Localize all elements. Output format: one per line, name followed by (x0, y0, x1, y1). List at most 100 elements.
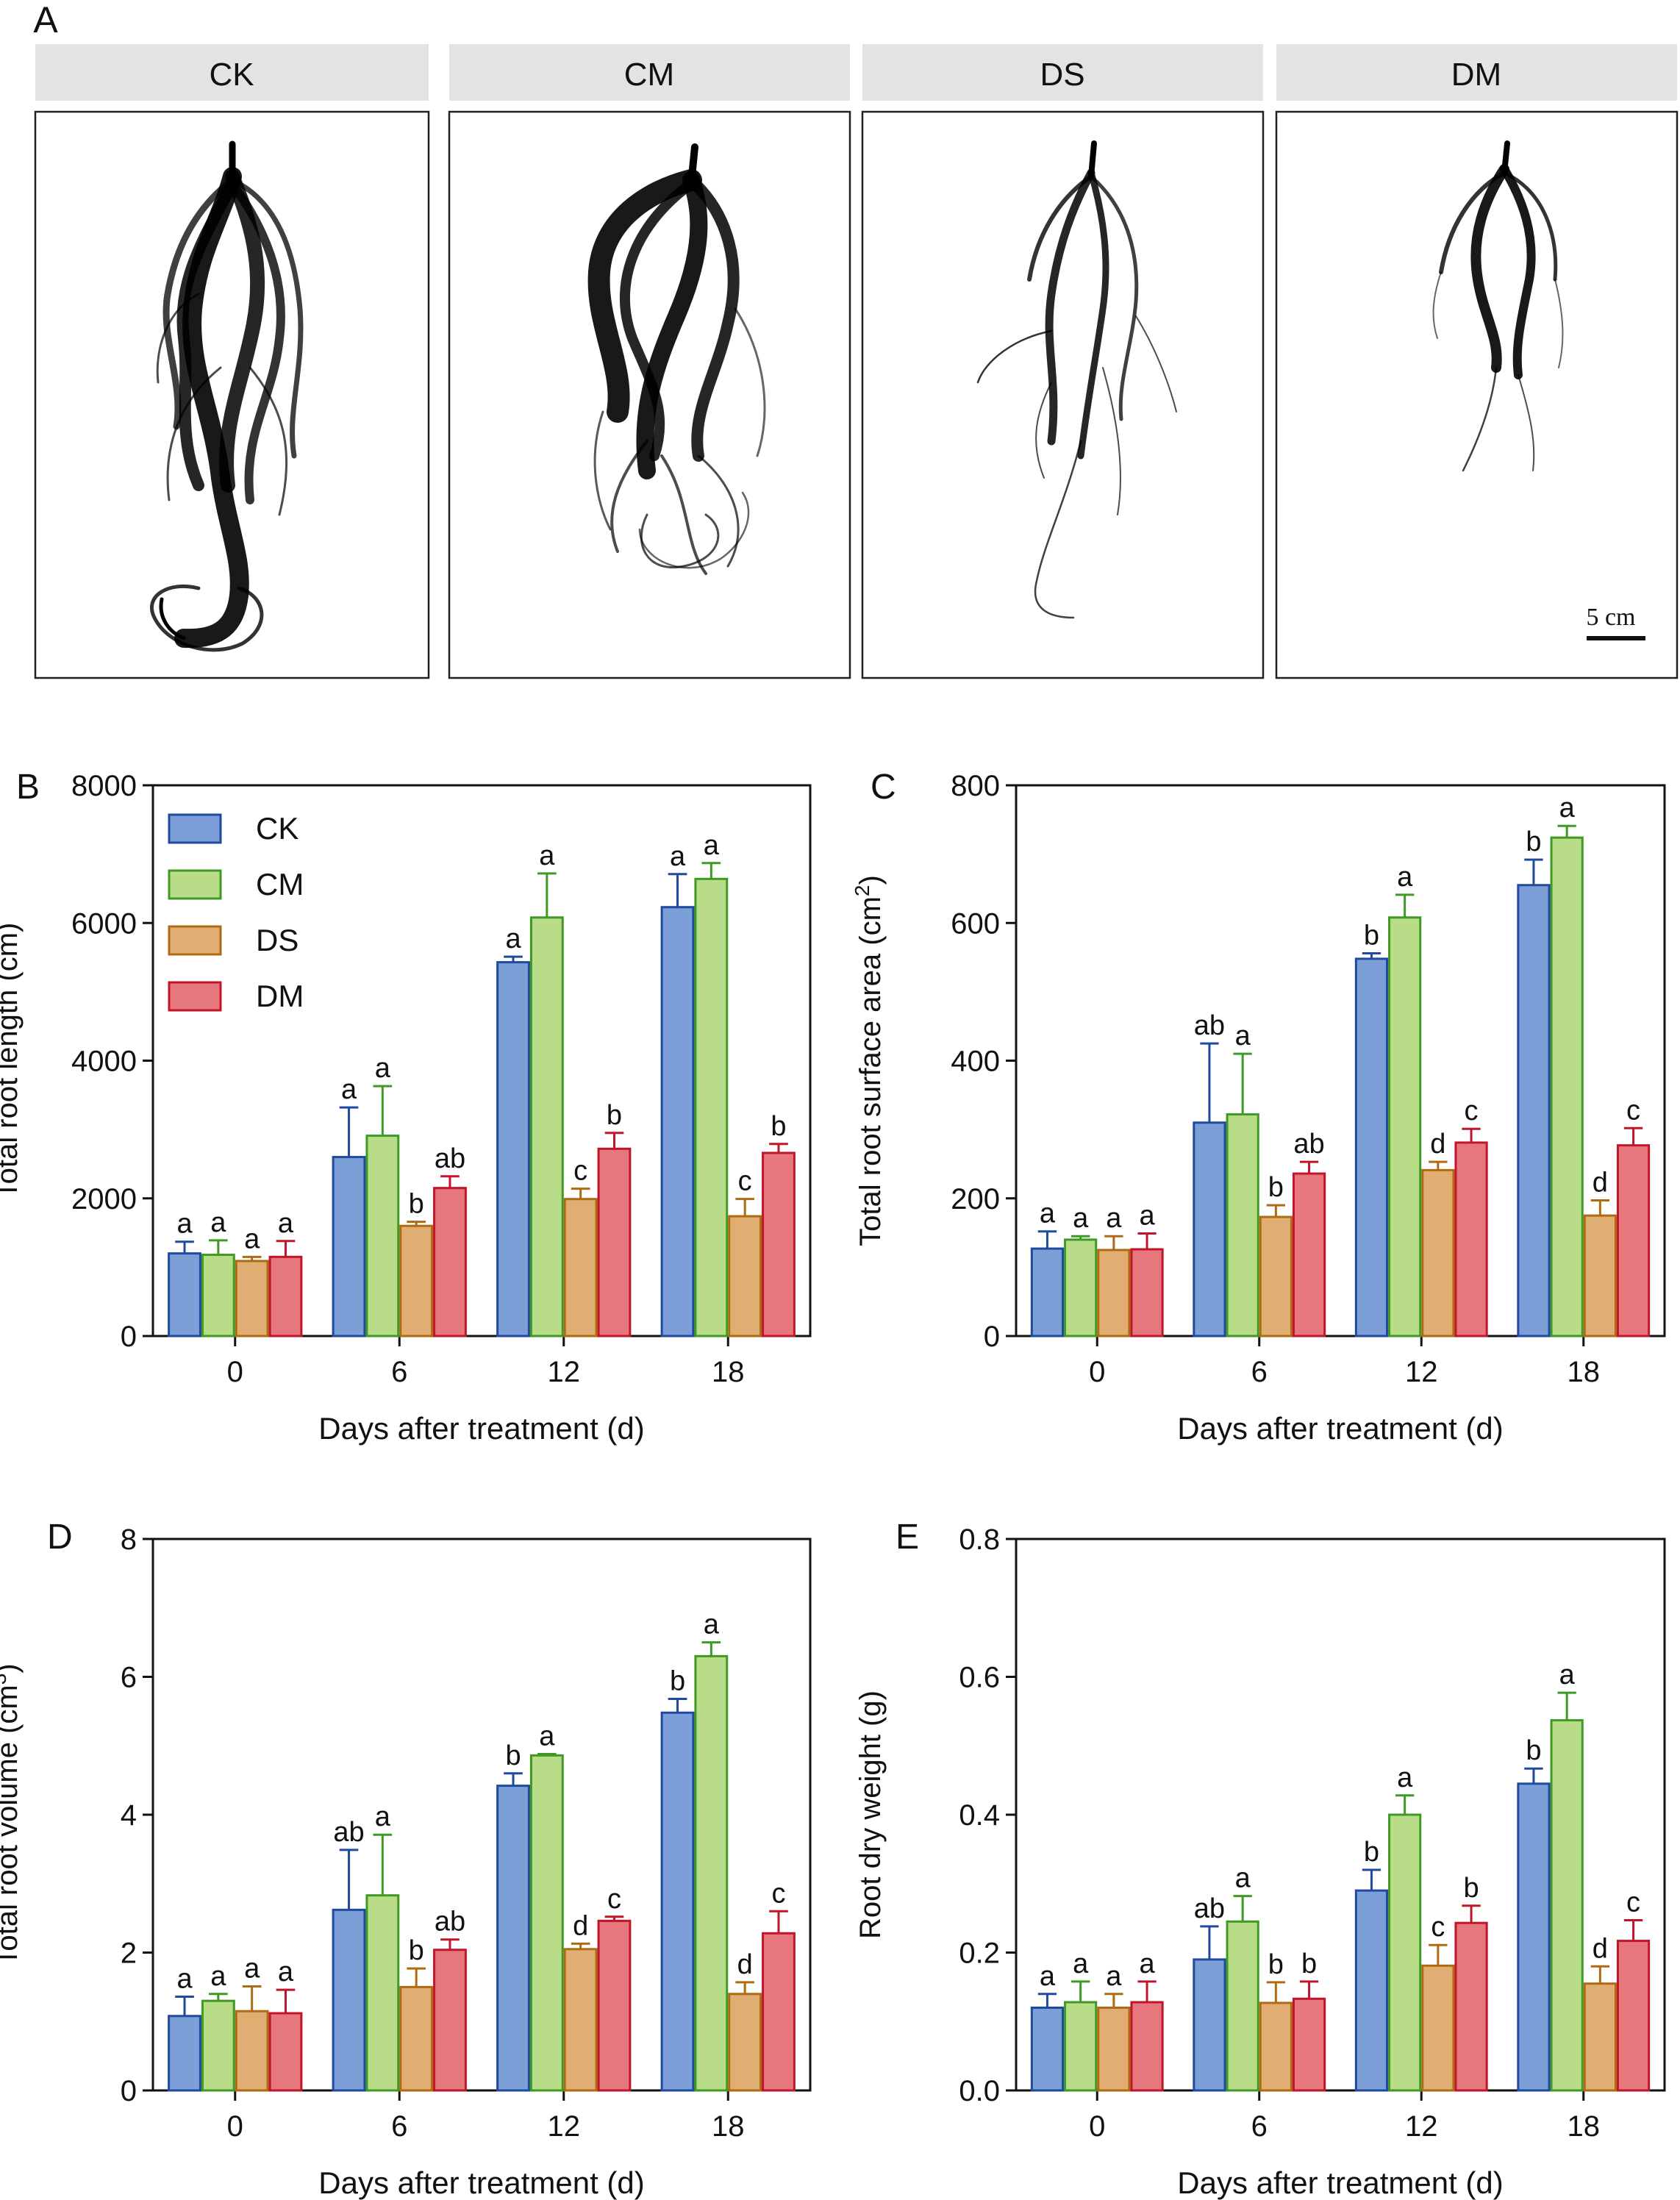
x-tick-label: 0 (227, 2110, 243, 2143)
significance-letter: a (1559, 1660, 1576, 1690)
significance-letter: a (1139, 1949, 1155, 1979)
significance-letter: c (1465, 1096, 1479, 1126)
bar-ck-day-6 (1193, 1121, 1226, 1338)
x-axis-label: Days after treatment (d) (318, 2165, 644, 2200)
y-tick-label: 6 (121, 1662, 137, 1694)
y-axis-label-end: ) (0, 1663, 24, 1673)
y-tick-label: 800 (951, 770, 1000, 802)
bar-ck-day-0 (1030, 1247, 1065, 1338)
x-tick-label: 0 (227, 1356, 243, 1388)
bar-ck-day-0 (1030, 2007, 1065, 2092)
y-axis-label: Total root length (cm) (0, 923, 24, 1199)
x-tick-label: 18 (712, 1356, 745, 1388)
panel-b-label: B (16, 768, 40, 807)
header-bg-ck (35, 44, 429, 101)
significance-letter: a (176, 1964, 193, 1995)
significance-letter: a (375, 1801, 391, 1832)
significance-letter: b (1364, 1837, 1379, 1868)
bar-cm-day-6 (365, 1894, 400, 2092)
chart-total-root-length: 0 2000 4000 6000 8000 Total root length (cm) 0… (0, 770, 812, 1446)
y-axis-label: Total root surface area (cm2) (851, 875, 887, 1246)
significance-letter: b (1301, 1949, 1317, 1979)
significance-letter: ab (1194, 1893, 1225, 1924)
root-scan-cm (587, 143, 766, 575)
bar-cm-day-0 (1064, 2001, 1098, 2092)
bar-ds-day-18 (1583, 1214, 1617, 1338)
bar-ds-day-12 (1421, 1168, 1455, 1338)
bar-ck-day-6 (332, 1156, 366, 1338)
bar-dm-day-0 (1130, 1248, 1164, 1338)
panel-d-label: D (47, 1518, 73, 1557)
bar-ck-day-18 (1517, 884, 1551, 1338)
bar-dm-day-0 (268, 2012, 303, 2092)
bar-ds-day-6 (1259, 2001, 1293, 2092)
bar-ds-day-12 (563, 1198, 598, 1338)
bar-cm-day-0 (201, 1999, 235, 2092)
x-tick-label: 0 (1089, 2110, 1105, 2143)
significance-letter: ab (1293, 1129, 1324, 1160)
significance-letter: a (505, 924, 521, 954)
significance-letter: b (1463, 1873, 1479, 1904)
bar-ds-day-6 (1259, 1215, 1293, 1338)
significance-letter: a (1235, 1021, 1251, 1051)
significance-letter: a (176, 1209, 193, 1240)
y-tick-label: 2000 (71, 1183, 137, 1215)
bar-ds-day-6 (399, 1224, 434, 1338)
significance-letter: d (1593, 1168, 1608, 1199)
y-tick-label: 0 (121, 2075, 137, 2107)
significance-letter: c (1626, 1887, 1640, 1918)
bar-ck-day-6 (332, 1908, 366, 2092)
bar-ck-day-12 (1354, 957, 1389, 1338)
significance-letter: a (244, 1224, 260, 1254)
legend-swatch-dm (168, 981, 222, 1012)
significance-letter: b (771, 1111, 786, 1142)
bar-cm-day-18 (694, 1654, 729, 2092)
y-tick-label: 4000 (71, 1046, 137, 1078)
y-tick-label: 8000 (71, 770, 137, 802)
bar-cm-day-18 (694, 877, 729, 1338)
panel-c-label: C (871, 768, 896, 807)
y-tick-label: 400 (951, 1046, 1000, 1078)
y-tick-label: 0.0 (959, 2075, 1000, 2107)
x-tick-label: 6 (1251, 1356, 1268, 1388)
y-tick-label: 0.2 (959, 1938, 1000, 1970)
significance-letter: a (704, 830, 720, 861)
significance-letter: a (210, 1961, 226, 1992)
significance-letter: b (670, 1666, 685, 1697)
bar-cm-day-12 (1388, 916, 1422, 1338)
bar-cm-day-18 (1550, 1719, 1584, 2092)
bar-ck-day-18 (1517, 1782, 1551, 2092)
y-tick-label: 0.4 (959, 1799, 1000, 1832)
y-tick-label: 0 (121, 1321, 137, 1353)
significance-letter: b (1268, 1949, 1284, 1980)
significance-letter: b (607, 1100, 622, 1131)
y-tick-label: 0 (984, 1321, 1000, 1353)
bar-ck-day-18 (660, 1711, 695, 2092)
significance-letter: a (1139, 1200, 1155, 1231)
significance-letter: b (1526, 826, 1541, 857)
significance-letter: a (1397, 862, 1413, 893)
header-label-cm: CM (624, 57, 674, 93)
bar-cm-day-0 (201, 1254, 235, 1338)
y-tick-label: 200 (951, 1183, 1000, 1215)
significance-letter: b (1364, 920, 1379, 951)
legend-label-dm: DM (256, 979, 304, 1013)
x-tick-label: 18 (1568, 2110, 1601, 2143)
scale-bar: 5 cm (1586, 604, 1645, 640)
bar-dm-day-12 (1454, 1141, 1488, 1338)
bar-ds-day-12 (1421, 1964, 1455, 2092)
significance-letter: c (738, 1166, 752, 1197)
x-tick-label: 6 (1251, 2110, 1268, 2143)
significance-letter: a (278, 1957, 294, 1988)
bar-dm-day-12 (597, 1919, 632, 2092)
bar-dm-day-12 (1454, 1921, 1488, 2092)
root-image-frame-ds (861, 110, 1265, 679)
significance-letter: d (573, 1910, 588, 1941)
legend-swatch-ck (168, 813, 222, 844)
x-tick-label: 6 (391, 2110, 407, 2143)
bar-ck-day-12 (496, 1785, 530, 2092)
bar-ck-day-6 (1193, 1958, 1226, 2092)
bar-ds-day-6 (399, 1985, 434, 2092)
bar-cm-day-0 (1064, 1238, 1098, 1338)
